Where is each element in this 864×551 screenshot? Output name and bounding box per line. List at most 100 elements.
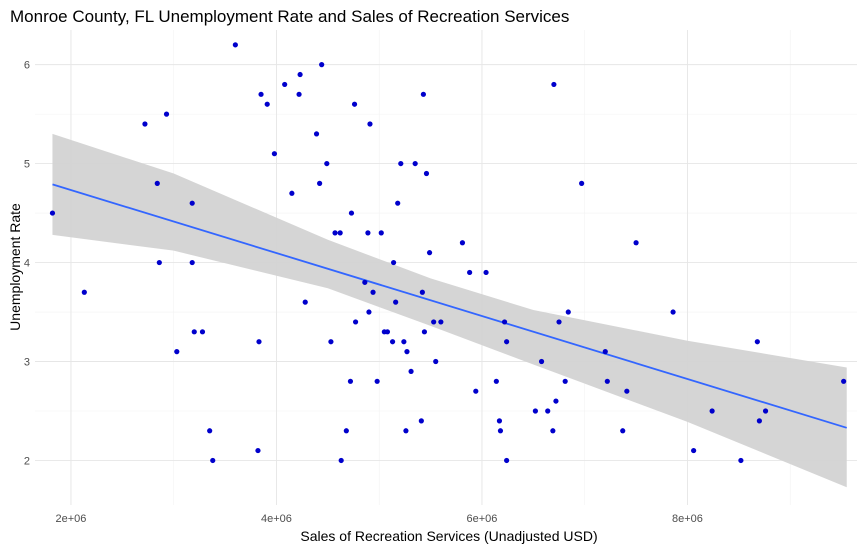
data-point [504, 457, 510, 464]
data-point [232, 42, 238, 48]
data-point [337, 230, 343, 236]
data-point [199, 329, 206, 335]
data-point [483, 269, 489, 276]
data-point [709, 408, 715, 414]
data-point [565, 309, 571, 315]
data-point [348, 210, 355, 216]
data-point [189, 259, 195, 266]
data-point [207, 428, 213, 434]
data-point [384, 329, 391, 335]
data-point [633, 240, 639, 246]
data-point [423, 170, 430, 177]
data-point [332, 230, 338, 236]
data-point [579, 180, 585, 186]
data-point [347, 378, 354, 384]
data-point [431, 319, 437, 325]
data-point [403, 428, 409, 434]
x-tick-label: 4e+06 [261, 513, 292, 525]
data-point [328, 339, 334, 345]
data-point [154, 180, 160, 186]
data-point [302, 299, 308, 305]
data-point [338, 457, 344, 464]
data-point [545, 408, 551, 414]
confidence-band [52, 133, 847, 488]
data-point [264, 101, 270, 107]
data-point [497, 428, 504, 434]
data-point [142, 121, 148, 127]
data-point [378, 230, 384, 236]
data-point [624, 388, 630, 394]
data-point [754, 339, 760, 345]
data-point [282, 81, 288, 88]
data-point [604, 378, 610, 384]
regression-line-layer [52, 183, 847, 429]
data-point [412, 160, 418, 167]
data-point [404, 349, 410, 355]
data-point [393, 299, 399, 305]
data-point [762, 408, 769, 414]
x-tick-label: 8e+06 [672, 513, 703, 525]
x-tick-label: 6e+06 [467, 513, 498, 525]
data-point [421, 329, 428, 335]
data-point [473, 388, 479, 394]
data-point [317, 180, 323, 186]
data-point [210, 457, 216, 464]
y-tick-label: 4 [24, 258, 30, 270]
data-point [670, 309, 676, 315]
data-point [419, 289, 425, 295]
data-point [691, 447, 697, 454]
data-point [556, 319, 562, 325]
regression-line [52, 183, 847, 429]
data-point [401, 339, 407, 345]
data-point [467, 269, 473, 276]
data-point [367, 121, 373, 127]
data-point [174, 349, 180, 355]
data-point [365, 230, 371, 236]
data-point [319, 62, 325, 68]
data-point [366, 309, 372, 315]
data-point [297, 71, 303, 78]
data-point [81, 289, 87, 295]
data-point [602, 349, 608, 355]
data-point [49, 210, 56, 216]
data-point [620, 428, 626, 434]
data-point [296, 91, 302, 97]
data-point [389, 339, 396, 345]
data-point [370, 289, 376, 295]
data-point [553, 398, 559, 404]
y-tick-label: 6 [24, 60, 30, 72]
data-point [313, 131, 320, 137]
data-point [756, 418, 762, 424]
data-point [191, 329, 197, 335]
data-point [841, 378, 847, 384]
data-point [501, 319, 508, 325]
data-point [256, 339, 262, 345]
y-tick-label: 2 [24, 455, 30, 467]
y-axis-ticks: 2 3 4 5 6 [24, 60, 30, 468]
data-point [532, 408, 538, 414]
data-point [493, 378, 499, 384]
y-tick-label: 3 [24, 357, 30, 369]
y-axis-title: Unemployment Rate [7, 203, 23, 331]
x-axis-ticks: 2e+06 4e+06 6e+06 8e+06 [56, 513, 703, 525]
data-point [550, 428, 556, 434]
data-point [289, 190, 295, 196]
data-points [49, 42, 847, 464]
data-point [551, 81, 557, 88]
data-point [418, 418, 424, 424]
data-point [324, 160, 330, 167]
confidence-band-layer [52, 133, 847, 488]
data-point [496, 418, 503, 424]
data-point [271, 151, 278, 157]
data-point [163, 111, 170, 117]
data-point [562, 378, 568, 384]
data-point [395, 200, 401, 206]
data-point [362, 279, 368, 285]
data-point [351, 101, 358, 107]
data-point [352, 319, 359, 325]
x-tick-label: 2e+06 [56, 513, 87, 525]
chart-title: Monroe County, FL Unemployment Rate and … [10, 7, 569, 26]
data-point [398, 160, 404, 167]
data-point [504, 339, 510, 345]
